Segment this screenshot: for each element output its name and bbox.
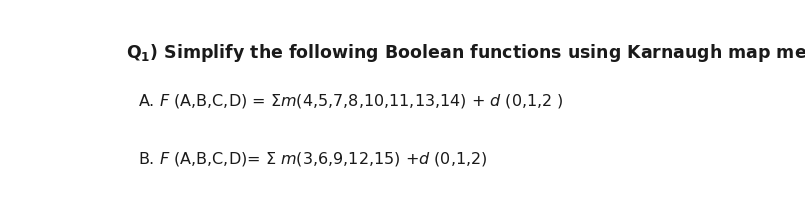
Text: A. $\mathit{F}$ (A,B,C,D) = $\Sigma\mathit{m}$(4,5,7,8,10,11,13,14) + $\mathit{d: A. $\mathit{F}$ (A,B,C,D) = $\Sigma\math… bbox=[138, 92, 564, 110]
Text: B. $\mathit{F}$ (A,B,C,D)= $\Sigma$ $\mathit{m}$(3,6,9,12,15) +$\mathit{d}$ (0,1: B. $\mathit{F}$ (A,B,C,D)= $\Sigma$ $\ma… bbox=[138, 150, 488, 168]
Text: $\mathbf{Q_1}$) Simplify the following Boolean functions using Karnaugh map meth: $\mathbf{Q_1}$) Simplify the following B… bbox=[126, 42, 805, 64]
